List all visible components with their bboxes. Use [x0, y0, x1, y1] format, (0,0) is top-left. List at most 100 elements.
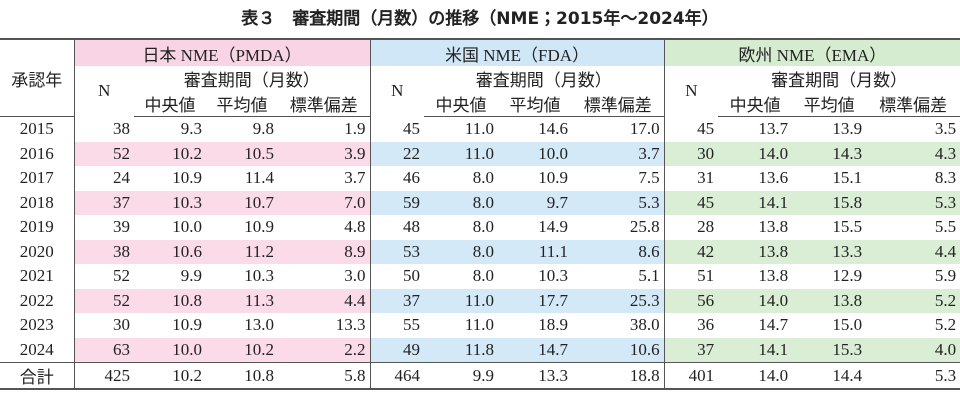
value-cell: 10.9: [172, 168, 202, 188]
value-cell: 5.5: [934, 217, 957, 237]
value-cell: 5.2: [934, 315, 957, 335]
value-cell: 45: [663, 190, 719, 215]
value-cell: 10.8: [134, 288, 206, 313]
value-cell: 4.8: [344, 217, 366, 237]
value-cell: 5.2: [866, 288, 960, 313]
value-cell: 22: [369, 141, 425, 166]
n-header: N: [663, 66, 719, 117]
value-cell: 3.7: [344, 168, 366, 188]
value-cell: 30: [663, 141, 719, 166]
value-cell: 50: [369, 264, 425, 289]
value-cell: 8.0: [424, 239, 499, 264]
value-cell: 52: [73, 264, 134, 289]
stat-header: 中央値: [424, 91, 499, 117]
value-cell: 5.3: [866, 362, 960, 389]
group-header: 米国 NME（FDA）: [369, 39, 665, 66]
year-cell: 2021: [19, 266, 54, 286]
value-cell: 42: [663, 239, 719, 264]
value-cell: 13.8: [792, 288, 867, 313]
value-cell: 11.1: [498, 239, 573, 264]
table-title: 表３ 審査期間（月数）の推移（NME；2015年～2024年）: [241, 9, 719, 29]
value-cell: 14.6: [538, 119, 569, 139]
value-cell: 38.0: [629, 315, 660, 335]
value-cell: 14.0: [718, 141, 793, 166]
value-cell: 15.5: [832, 217, 863, 237]
value-cell: 9.9: [180, 266, 202, 286]
value-cell: 59: [369, 190, 425, 215]
value-cell: 10.0: [172, 217, 202, 237]
value-cell: 28: [663, 215, 719, 240]
value-cell: 10.0: [134, 337, 206, 363]
value-cell: 10.5: [206, 141, 278, 166]
value-cell: 9.9: [424, 362, 499, 389]
value-cell: 63: [73, 337, 134, 363]
value-cell: 9.7: [498, 190, 573, 215]
value-cell: 15.8: [792, 190, 867, 215]
n-header: N: [369, 66, 425, 117]
value-cell: 45: [663, 116, 719, 142]
data-row: 2015 38 9.3 9.8 1.9 45 11.0 14.6 17.0 45 13.7 13.9 3…: [0, 116, 960, 142]
value-cell: 10.3: [244, 266, 274, 286]
value-cell: 10.8: [206, 362, 278, 389]
value-cell: 14.0: [718, 362, 793, 389]
header-row: 承認年 日本 NME（PMDA） 米国 NME（FDA） 欧州 NME（EMA）: [0, 39, 960, 117]
year-header: 承認年: [0, 39, 74, 117]
value-cell: 10.9: [244, 217, 274, 237]
data-row: 合計 425 10.2 10.8 5.8 464 9.9 13.3 18.8 401 14.0 14.…: [0, 362, 960, 389]
value-cell: 5.3: [866, 190, 960, 215]
stat-header: 平均値: [206, 91, 278, 117]
value-cell: 3.7: [572, 141, 665, 166]
group-header: 日本 NME（PMDA）: [73, 39, 371, 66]
value-cell: 10.3: [538, 266, 569, 286]
value-cell: 10.7: [206, 190, 278, 215]
value-cell: 11.4: [244, 168, 274, 188]
value-cell: 11.0: [464, 315, 495, 335]
value-cell: 13.6: [758, 168, 789, 188]
year-cell: 合計: [0, 362, 74, 389]
value-cell: 18.8: [572, 362, 665, 389]
period-header: 審査期間（月数）: [771, 71, 908, 90]
value-cell: 17.0: [629, 119, 660, 139]
value-cell: 15.0: [832, 315, 863, 335]
value-cell: 17.7: [498, 288, 573, 313]
value-cell: 55: [369, 313, 425, 338]
value-cell: 3.5: [934, 119, 957, 139]
value-cell: 45: [369, 116, 425, 142]
value-cell: 4.4: [278, 288, 371, 313]
value-cell: 25.8: [629, 217, 660, 237]
value-cell: 11.0: [424, 288, 499, 313]
value-cell: 12.9: [832, 266, 863, 286]
value-cell: 13.3: [792, 239, 867, 264]
year-cell: 2017: [19, 168, 54, 188]
value-cell: 13.3: [498, 362, 573, 389]
value-cell: 8.0: [472, 266, 495, 286]
value-cell: 13.7: [758, 119, 789, 139]
value-cell: 13.0: [244, 315, 274, 335]
value-cell: 8.9: [278, 239, 371, 264]
data-row: 2016 52 10.2 10.5 3.9 22 11.0 10.0 3.7 30 14.0 14.3…: [0, 141, 960, 166]
value-cell: 49: [369, 337, 425, 363]
value-cell: 56: [663, 288, 719, 313]
value-cell: 5.1: [638, 266, 660, 286]
value-cell: 38: [73, 116, 134, 142]
value-cell: 8.0: [424, 190, 499, 215]
data-row: 2018 37 10.3 10.7 7.0 59 8.0 9.7 5.3 45 14.1 15.8 5.…: [0, 190, 960, 215]
value-cell: 3.0: [344, 266, 366, 286]
value-cell: 10.2: [134, 362, 206, 389]
value-cell: 10.9: [172, 315, 202, 335]
value-cell: 10.0: [498, 141, 573, 166]
year-cell: 2018: [19, 192, 54, 212]
year-cell: 2022: [19, 290, 54, 310]
value-cell: 15.3: [792, 337, 867, 363]
value-cell: 11.0: [464, 119, 495, 139]
stat-header: 平均値: [498, 91, 573, 117]
value-cell: 51: [663, 264, 719, 289]
value-cell: 5.3: [572, 190, 665, 215]
value-cell: 39: [73, 215, 134, 240]
group-header: 欧州 NME（EMA）: [663, 39, 960, 66]
value-cell: 7.0: [278, 190, 371, 215]
value-cell: 53: [369, 239, 425, 264]
value-cell: 24: [73, 166, 134, 191]
value-cell: 46: [369, 166, 425, 191]
value-cell: 8.3: [934, 168, 957, 188]
